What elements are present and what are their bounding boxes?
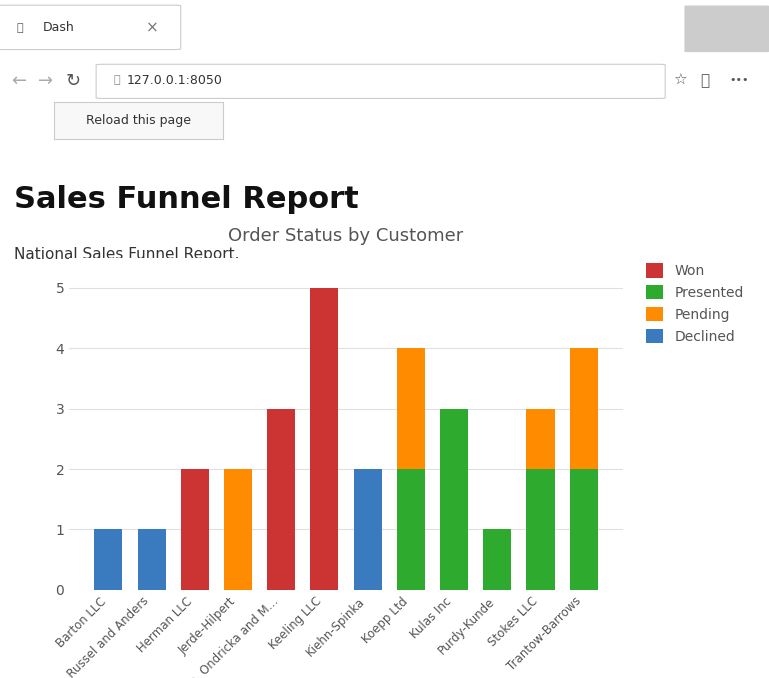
Bar bbox=[570, 348, 598, 469]
Bar bbox=[138, 530, 165, 590]
Text: →: → bbox=[38, 73, 54, 90]
Text: ×: × bbox=[146, 20, 159, 35]
Bar bbox=[397, 469, 425, 590]
Bar bbox=[440, 409, 468, 590]
Bar bbox=[570, 469, 598, 590]
Legend: Won, Presented, Pending, Declined: Won, Presented, Pending, Declined bbox=[641, 258, 749, 349]
Text: National Sales Funnel Report.: National Sales Funnel Report. bbox=[14, 247, 239, 262]
FancyBboxPatch shape bbox=[684, 5, 769, 52]
Bar bbox=[397, 348, 425, 469]
Text: Reload this page: Reload this page bbox=[86, 114, 191, 127]
Text: •••: ••• bbox=[729, 75, 748, 85]
Text: 📄: 📄 bbox=[17, 22, 24, 33]
Text: ⓘ: ⓘ bbox=[114, 75, 121, 85]
Text: Dash: Dash bbox=[42, 21, 74, 34]
Text: ⛓: ⛓ bbox=[700, 73, 709, 88]
Bar bbox=[224, 469, 252, 590]
Bar bbox=[483, 530, 511, 590]
Bar bbox=[527, 409, 554, 469]
Text: ←: ← bbox=[12, 73, 27, 90]
Text: 127.0.0.1:8050: 127.0.0.1:8050 bbox=[127, 74, 223, 87]
Bar bbox=[527, 469, 554, 590]
Bar bbox=[354, 469, 381, 590]
FancyBboxPatch shape bbox=[96, 64, 665, 98]
Title: Order Status by Customer: Order Status by Customer bbox=[228, 227, 464, 245]
Bar bbox=[267, 409, 295, 590]
Text: Sales Funnel Report: Sales Funnel Report bbox=[14, 185, 358, 214]
Text: ☆: ☆ bbox=[673, 73, 687, 88]
FancyBboxPatch shape bbox=[0, 5, 181, 49]
Bar bbox=[181, 469, 209, 590]
Bar bbox=[95, 530, 122, 590]
Bar bbox=[311, 288, 338, 590]
Text: ↻: ↻ bbox=[65, 73, 81, 90]
